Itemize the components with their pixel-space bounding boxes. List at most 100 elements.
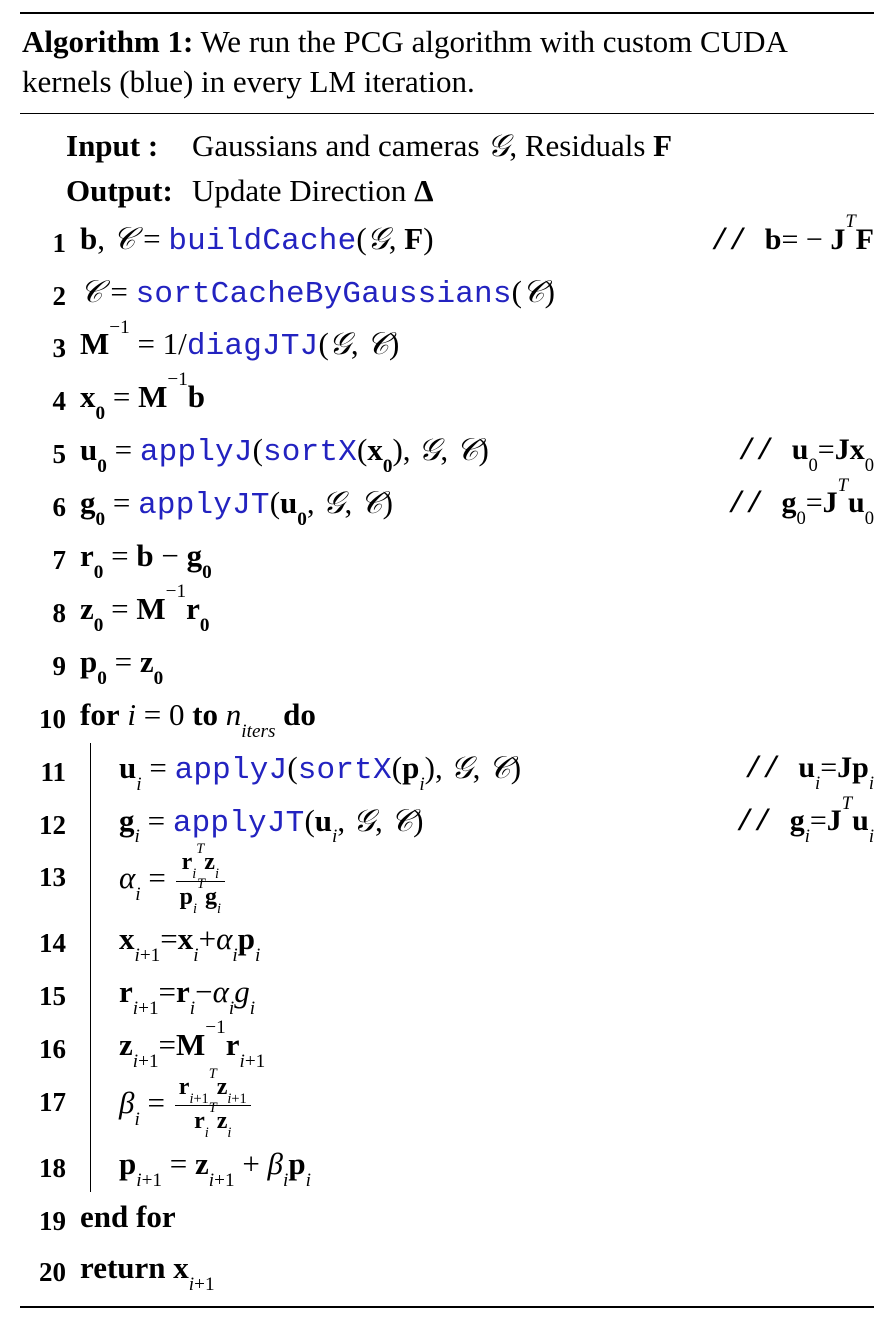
line-lhs: pi+1 = zi+1 + βipi (119, 1139, 311, 1192)
line-number: 11 (20, 743, 80, 794)
line-lhs: x0 = M−1b (80, 372, 205, 425)
algo-line: 12 gi = applyJT(ui, 𝒢, 𝒞) // gi=JTui (20, 796, 874, 849)
line-number: 5 (20, 425, 80, 476)
loop-body: βi = ri+1Tzi+1 riTzi (90, 1073, 874, 1139)
line-lhs: 𝒞 = sortCacheByGaussians(𝒞) (80, 267, 555, 320)
input-text-pre: Gaussians and cameras (192, 128, 487, 163)
algo-line: 6 g0 = applyJT(u0, 𝒢, 𝒞) // g0=JTu0 (20, 478, 874, 531)
kernel-applyJ: applyJ (175, 753, 288, 788)
algo-line: 11 ui = applyJ(sortX(pi), 𝒢, 𝒞) // ui=Jp… (20, 743, 874, 796)
algo-line: 2 𝒞 = sortCacheByGaussians(𝒞) (20, 267, 874, 320)
kernel-buildCache: buildCache (168, 224, 356, 259)
algo-line-endfor: 19 end for (20, 1192, 874, 1243)
line-body: M−1 = 1/diagJTJ(𝒢, 𝒞) (80, 319, 874, 372)
line-lhs: zi+1=M−1ri+1 (119, 1020, 265, 1073)
line-body: 𝒞 = sortCacheByGaussians(𝒞) (80, 267, 874, 320)
algo-line: 17 βi = ri+1Tzi+1 riTzi (20, 1073, 874, 1139)
algorithm-caption: Algorithm 1: We run the PCG algorithm wi… (20, 20, 874, 107)
keyword-do: do (283, 697, 316, 732)
input-line: Input : Gaussians and cameras 𝒢, Residua… (66, 124, 874, 169)
line-lhs: end for (80, 1192, 176, 1242)
input-content: Gaussians and cameras 𝒢, Residuals F (192, 124, 672, 169)
line-comment: // b= − JTF (711, 216, 874, 266)
line-lhs: return xi+1 (80, 1243, 215, 1296)
output-line: Output: Update Direction Δ (66, 169, 874, 214)
line-lhs: g0 = applyJT(u0, 𝒢, 𝒞) (80, 478, 393, 531)
line-lhs: u0 = applyJ(sortX(x0), 𝒢, 𝒞) (80, 425, 489, 478)
line-body: x0 = M−1b (80, 372, 874, 425)
comment-prefix: // (738, 435, 792, 469)
line-lhs: ri+1=ri−αigi (119, 967, 255, 1020)
kernel-applyJT: applyJT (138, 488, 270, 523)
line-lhs: ui = applyJ(sortX(pi), 𝒢, 𝒞) (119, 743, 521, 796)
algorithm-lines: 1 b, 𝒞 = buildCache(𝒢, F) // b= − JTF 2 … (20, 214, 874, 1296)
algo-line: 9 p0 = z0 (20, 637, 874, 690)
loop-body: zi+1=M−1ri+1 (90, 1020, 874, 1073)
output-sym-delta: Δ (414, 173, 433, 208)
algo-line: 4 x0 = M−1b (20, 372, 874, 425)
keyword-for: for (80, 697, 120, 732)
loop-body: ui = applyJ(sortX(pi), 𝒢, 𝒞) // ui=Jpi (90, 743, 874, 796)
keyword-endfor: end for (80, 1199, 176, 1234)
algo-line: 1 b, 𝒞 = buildCache(𝒢, F) // b= − JTF (20, 214, 874, 267)
fraction: riTzi piTgi (176, 848, 225, 914)
rule-top (20, 12, 874, 14)
line-lhs: b, 𝒞 = buildCache(𝒢, F) (80, 214, 434, 267)
line-lhs: p0 = z0 (80, 637, 163, 690)
line-number: 18 (20, 1139, 80, 1190)
line-number: 7 (20, 531, 80, 582)
kernel-applyJ: applyJ (140, 435, 253, 470)
algo-line: 15 ri+1=ri−αigi (20, 967, 874, 1020)
kernel-sortX: sortX (263, 435, 357, 470)
loop-body: αi = riTzi piTgi (90, 848, 874, 914)
line-lhs: xi+1=xi+αipi (119, 914, 260, 967)
line-comment: // gi=JTui (736, 797, 874, 847)
algo-line: 16 zi+1=M−1ri+1 (20, 1020, 874, 1073)
line-body: p0 = z0 (80, 637, 874, 690)
line-number: 19 (20, 1192, 80, 1243)
line-lhs: βi = ri+1Tzi+1 riTzi (119, 1073, 253, 1139)
line-comment: // ui=Jpi (744, 744, 874, 794)
algo-line: 14 xi+1=xi+αipi (20, 914, 874, 967)
comment-prefix: // (727, 488, 781, 522)
kernel-diagJTJ: diagJTJ (187, 329, 319, 364)
line-body: end for (80, 1192, 874, 1242)
keyword-to: to (192, 697, 218, 732)
line-number: 13 (20, 848, 80, 899)
keyword-return: return (80, 1250, 166, 1285)
output-content: Update Direction Δ (192, 169, 434, 214)
algo-line: 8 z0 = M−1r0 (20, 584, 874, 637)
input-sym-g: 𝒢 (487, 128, 509, 163)
line-body: return xi+1 (80, 1243, 874, 1296)
algo-line: 3 M−1 = 1/diagJTJ(𝒢, 𝒞) (20, 319, 874, 372)
fraction: ri+1Tzi+1 riTzi (175, 1073, 251, 1139)
line-number: 2 (20, 267, 80, 318)
io-block: Input : Gaussians and cameras 𝒢, Residua… (20, 124, 874, 214)
line-body: u0 = applyJ(sortX(x0), 𝒢, 𝒞) // u0=Jx0 (80, 425, 874, 478)
input-label: Input : (66, 124, 192, 169)
algo-line-return: 20 return xi+1 (20, 1243, 874, 1296)
line-body: r0 = b − g0 (80, 531, 874, 584)
line-number: 6 (20, 478, 80, 529)
comment-prefix: // (736, 806, 790, 840)
line-body: b, 𝒞 = buildCache(𝒢, F) // b= − JTF (80, 214, 874, 267)
algo-line: 18 pi+1 = zi+1 + βipi (20, 1139, 874, 1192)
line-number: 12 (20, 796, 80, 847)
algorithm-label: Algorithm 1: (22, 24, 193, 59)
rule-mid (20, 113, 874, 114)
line-number: 3 (20, 319, 80, 370)
line-number: 9 (20, 637, 80, 688)
comment-prefix: // (711, 225, 765, 259)
line-comment: // g0=JTu0 (727, 479, 874, 529)
line-lhs: gi = applyJT(ui, 𝒢, 𝒞) (119, 796, 423, 849)
loop-body: gi = applyJT(ui, 𝒢, 𝒞) // gi=JTui (90, 796, 874, 849)
input-sym-f: F (653, 128, 672, 163)
kernel-sortX: sortX (298, 753, 392, 788)
line-number: 4 (20, 372, 80, 423)
algo-line: 13 αi = riTzi piTgi (20, 848, 874, 914)
input-text-mid: , Residuals (509, 128, 653, 163)
kernel-sortCacheByGaussians: sortCacheByGaussians (136, 277, 512, 312)
algo-line: 5 u0 = applyJ(sortX(x0), 𝒢, 𝒞) // u0=Jx0 (20, 425, 874, 478)
output-label: Output: (66, 169, 192, 214)
kernel-applyJT: applyJT (173, 806, 305, 841)
